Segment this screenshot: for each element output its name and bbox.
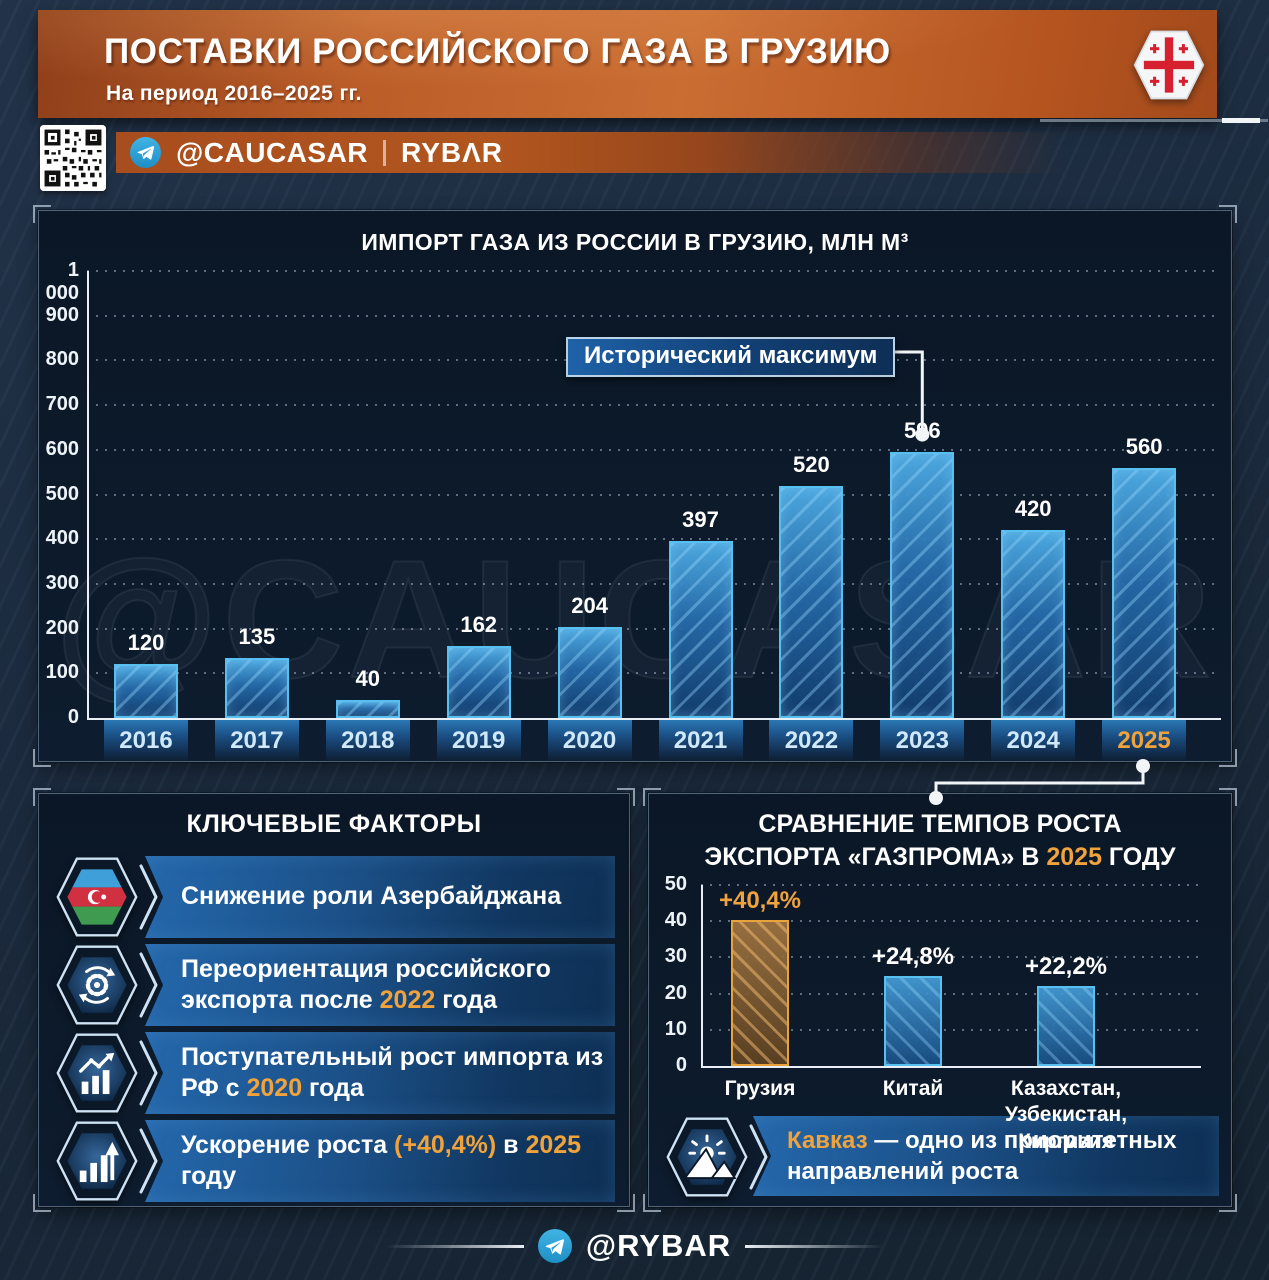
growth-trend-icon [56,1033,138,1113]
telegram-icon [130,137,161,168]
header-banner: ПОСТАВКИ РОССИЙСКОГО ГАЗА В ГРУЗИЮ На пе… [38,10,1217,118]
header-divider [1040,118,1268,123]
channel-divider [383,139,387,166]
chevron-right-icon [139,1128,158,1194]
acceleration-bars-icon [56,1121,138,1201]
azerbaijan-flag-icon [56,857,138,937]
export-growth-title: СРАВНЕНИЕ ТЕМПОВ РОСТА ЭКСПОРТА «ГАЗПРОМ… [704,810,1176,871]
key-factors-title: КЛЮЧЕВЫЕ ФАКТОРЫ [186,810,482,838]
key-factors-panel: КЛЮЧЕВЫЕ ФАКТОРЫ Снижение роли Азербайдж [33,788,635,1212]
caucasus-note-row: Кавказ — одно из приоритетных направлени… [649,1116,1231,1197]
footer: @RYBAR [0,1224,1269,1268]
reorientation-gear-icon [56,945,138,1025]
factor-row: Поступательный рост импорта из РФ с 2020… [39,1032,629,1114]
telegram-icon [537,1229,572,1263]
note-bar: Кавказ — одно из приоритетных направлени… [753,1116,1219,1196]
export-growth-panel: СРАВНЕНИЕ ТЕМПОВ РОСТА ЭКСПОРТА «ГАЗПРОМ… [643,788,1237,1212]
factor-bar: Переориентация российского экспорта посл… [145,944,615,1026]
factor-text: Поступательный рост импорта из РФ с 2020… [181,1042,604,1103]
footer-divider [745,1244,884,1248]
factor-bar: Снижение роли Азербайджана [145,856,615,938]
factor-bar: Поступательный рост импорта из РФ с 2020… [145,1032,615,1114]
mountain-sun-icon [666,1117,748,1197]
footer-divider [385,1244,524,1248]
factor-row: Ускорение роста (+40,4%) в 2025 году [39,1120,629,1202]
chevron-right-icon [139,952,158,1018]
page-subtitle: На период 2016–2025 гг. [106,82,362,105]
factor-text: Ускорение роста (+40,4%) в 2025 году [181,1130,582,1191]
gas-import-bar-chart: 0 100 200 300 400 500 600 700 800 900 1 000 120 2016… [39,211,1231,762]
page-title: ПОСТАВКИ РОССИЙСКОГО ГАЗА В ГРУЗИЮ [104,32,891,71]
channel-bar: @CAUCASAR RYBΛR [116,132,1064,173]
footer-handle: @RYBAR [585,1228,732,1263]
factor-text: Снижение роли Азербайджана [181,882,562,911]
historical-maximum-annotation: Исторический максимум [566,337,896,377]
channel-handle: @CAUCASAR [176,136,369,168]
chevron-right-icon [749,1124,768,1190]
georgia-flag-icon [1133,30,1205,100]
main-chart-title: ИМПОРТ ГАЗА ИЗ РОССИИ В ГРУЗИЮ, МЛН М³ [361,229,909,255]
note-text: Кавказ — одно из приоритетных направлени… [787,1126,1177,1185]
gazprom-growth-bar-chart: 0 10 20 30 40 50 +40,4% Грузия +24,8% Китай +22,2%… [649,794,1231,1206]
main-chart-panel: ИМПОРТ ГАЗА ИЗ РОССИИ В ГРУЗИЮ, МЛН М³ @… [33,205,1237,767]
brand-label: RYBΛR [401,136,504,168]
chevron-right-icon [139,864,158,930]
factor-text: Переориентация российского экспорта посл… [181,954,551,1015]
factor-row: Снижение роли Азербайджана [39,856,629,938]
factor-row: Переориентация российского экспорта посл… [39,944,629,1026]
qr-code [40,125,106,191]
factor-bar: Ускорение роста (+40,4%) в 2025 году [145,1120,615,1202]
chevron-right-icon [139,1040,158,1106]
